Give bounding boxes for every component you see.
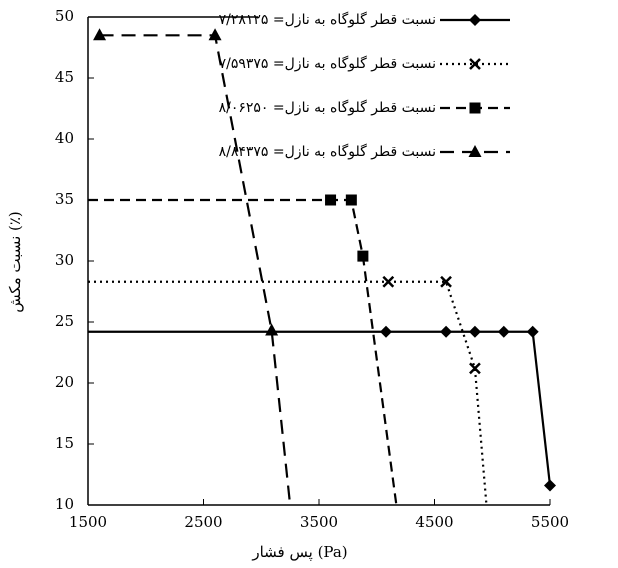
- x-tick-label: 5500: [531, 513, 569, 531]
- legend-marker: [469, 102, 481, 114]
- legend-marker: [468, 145, 482, 157]
- legend-label: نسبت قطر گلوگاه به نازل= ۸/۸۴۳۷۵: [219, 143, 436, 160]
- series-line: [88, 198, 398, 506]
- legend-label: نسبت قطر گلوگاه به نازل= ۷/۵۹۳۷۵: [219, 55, 436, 72]
- series-line: [88, 330, 552, 486]
- y-tick-label: 10: [55, 495, 74, 513]
- y-tick-label: 40: [55, 129, 74, 147]
- marker: [468, 325, 481, 338]
- legend-label: نسبت قطر گلوگاه به نازل= ۸/۰۶۲۵۰: [219, 99, 436, 116]
- y-tick-label: 35: [55, 190, 74, 208]
- legend-box: [258, 6, 616, 172]
- x-axis-label: پس فشار (Pa): [251, 543, 347, 561]
- series-line: [99, 34, 292, 506]
- marker: [208, 28, 222, 41]
- marker: [497, 325, 510, 338]
- y-tick-label: 45: [55, 68, 74, 86]
- marker: [544, 479, 556, 492]
- marker: [382, 275, 395, 288]
- y-tick-label: 20: [55, 373, 74, 391]
- x-tick-label: 3500: [300, 513, 338, 531]
- marker: [325, 194, 337, 206]
- marker: [265, 323, 279, 336]
- x-tick-label: 1500: [69, 513, 107, 531]
- marker: [526, 325, 539, 338]
- marker: [379, 325, 392, 338]
- y-tick-label: 25: [55, 312, 74, 330]
- y-tick-label: 50: [55, 7, 74, 25]
- marker: [440, 325, 453, 338]
- y-tick-label: 15: [55, 434, 74, 452]
- marker: [93, 28, 107, 41]
- marker: [357, 250, 369, 262]
- y-tick-label: 30: [55, 251, 74, 269]
- legend-marker: [469, 14, 481, 26]
- legend-label: نسبت قطر گلوگاه به نازل= ۷/۲۸۱۲۵: [219, 11, 436, 28]
- legend: نسبت قطر گلوگاه به نازل= ۷/۲۸۱۲۵ نسبت قطر…: [219, 6, 616, 172]
- x-tick-label: 4500: [415, 513, 453, 531]
- marker: [345, 194, 357, 206]
- legend-marker: [469, 58, 481, 70]
- y-axis-label: نسبت مکش (٪): [6, 211, 24, 313]
- marker: [440, 275, 452, 288]
- x-tick-label: 2500: [184, 513, 222, 531]
- marker: [469, 362, 481, 375]
